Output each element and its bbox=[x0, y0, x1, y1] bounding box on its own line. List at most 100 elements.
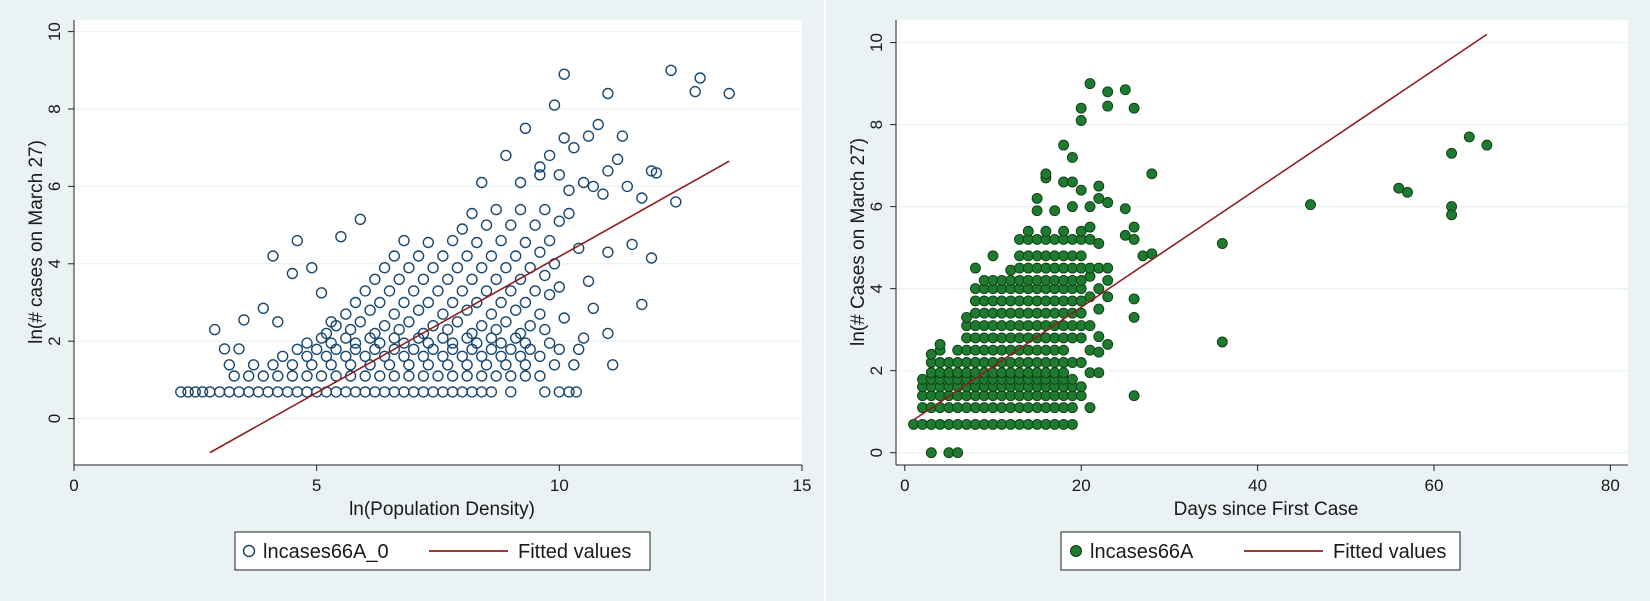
data-point bbox=[344, 323, 357, 336]
data-point bbox=[1481, 139, 1493, 151]
data-point bbox=[374, 296, 386, 309]
data-point bbox=[534, 246, 546, 258]
data-point bbox=[349, 337, 362, 349]
data-point bbox=[607, 359, 619, 371]
right-chart-panel: 0 2 4 6 8 10 0 20 40 60 80 Days since First Case l… bbox=[826, 0, 1650, 601]
y-axis-title: ln(# cases on March 27) bbox=[26, 140, 47, 344]
data-point bbox=[461, 250, 473, 262]
data-point bbox=[485, 343, 498, 355]
data-point bbox=[602, 327, 614, 340]
data-point bbox=[442, 359, 454, 371]
data-point bbox=[408, 343, 420, 355]
data-point bbox=[325, 337, 337, 349]
data-point bbox=[291, 234, 303, 247]
data-point bbox=[485, 332, 498, 344]
data-point bbox=[1084, 233, 1096, 245]
data-point bbox=[534, 308, 546, 320]
gridlines bbox=[74, 31, 802, 420]
data-point bbox=[383, 359, 396, 371]
data-point bbox=[189, 386, 202, 398]
data-point bbox=[408, 285, 420, 297]
data-point bbox=[1058, 225, 1070, 237]
data-point bbox=[1128, 221, 1140, 233]
data-point bbox=[393, 323, 405, 336]
data-point bbox=[1058, 139, 1070, 151]
data-point bbox=[534, 370, 546, 382]
data-point bbox=[476, 262, 488, 274]
data-point bbox=[442, 323, 454, 336]
data-point bbox=[1102, 262, 1114, 274]
data-point bbox=[514, 203, 527, 216]
data-point bbox=[553, 169, 565, 181]
data-point bbox=[412, 304, 425, 316]
data-point bbox=[247, 359, 260, 371]
y-tick-label: 6 bbox=[45, 182, 64, 191]
data-point bbox=[534, 161, 546, 173]
data-point bbox=[315, 287, 328, 299]
data-point bbox=[510, 304, 522, 316]
data-point bbox=[378, 320, 391, 332]
data-point bbox=[277, 350, 289, 362]
data-point bbox=[587, 180, 599, 193]
right-scatter-chart: 0 2 4 6 8 10 0 20 40 60 80 Days since First Case l… bbox=[848, 20, 1628, 571]
x-tick-label: 40 bbox=[1248, 476, 1267, 495]
data-point bbox=[670, 196, 682, 208]
data-point bbox=[480, 359, 493, 371]
data-point bbox=[272, 316, 284, 328]
x-axis-title: ln(Population Density) bbox=[349, 499, 535, 520]
axes: 0 2 4 6 8 10 0 20 40 60 80 bbox=[867, 20, 1628, 495]
data-point bbox=[388, 370, 400, 382]
data-point bbox=[645, 165, 658, 177]
data-point bbox=[636, 192, 648, 204]
data-point bbox=[495, 350, 507, 362]
data-point bbox=[378, 262, 391, 274]
data-point bbox=[354, 316, 366, 328]
data-point bbox=[320, 327, 333, 340]
data-point bbox=[466, 273, 478, 285]
y-tick-label: 10 bbox=[867, 33, 886, 52]
data-point bbox=[1040, 225, 1052, 237]
data-point bbox=[1446, 147, 1458, 159]
data-point bbox=[1075, 225, 1087, 237]
data-point bbox=[543, 337, 556, 349]
data-point bbox=[223, 359, 236, 371]
fitted-line bbox=[913, 33, 1488, 421]
data-point bbox=[383, 285, 396, 297]
data-point bbox=[500, 359, 512, 371]
data-point bbox=[388, 343, 400, 355]
data-point bbox=[325, 359, 337, 371]
data-point bbox=[1137, 250, 1149, 262]
fitted-values-line bbox=[913, 33, 1488, 421]
data-point bbox=[257, 302, 269, 314]
data-point bbox=[1093, 303, 1105, 315]
data-point bbox=[505, 370, 517, 382]
data-point bbox=[597, 188, 609, 200]
data-point bbox=[558, 132, 570, 144]
data-point bbox=[476, 350, 488, 362]
x-tick-label: 10 bbox=[550, 476, 569, 495]
data-point bbox=[461, 370, 473, 382]
data-point bbox=[563, 207, 575, 220]
data-point bbox=[534, 350, 546, 362]
data-point bbox=[301, 370, 313, 382]
data-point bbox=[519, 359, 532, 371]
x-tick-label: 5 bbox=[312, 476, 321, 495]
data-point bbox=[1075, 307, 1087, 319]
data-point bbox=[267, 250, 279, 262]
data-point bbox=[1216, 238, 1228, 249]
data-point bbox=[446, 370, 459, 382]
data-point bbox=[437, 350, 449, 362]
data-point bbox=[514, 350, 527, 362]
data-point bbox=[340, 350, 352, 362]
data-point bbox=[1066, 201, 1078, 213]
data-point bbox=[286, 359, 299, 371]
data-point bbox=[573, 343, 585, 355]
data-point bbox=[1393, 182, 1405, 194]
data-point bbox=[1446, 209, 1458, 221]
data-point bbox=[1075, 102, 1087, 114]
data-point bbox=[1128, 293, 1140, 305]
data-point bbox=[553, 281, 565, 293]
data-point bbox=[427, 262, 439, 274]
data-point bbox=[1463, 131, 1475, 143]
data-point bbox=[645, 252, 658, 264]
